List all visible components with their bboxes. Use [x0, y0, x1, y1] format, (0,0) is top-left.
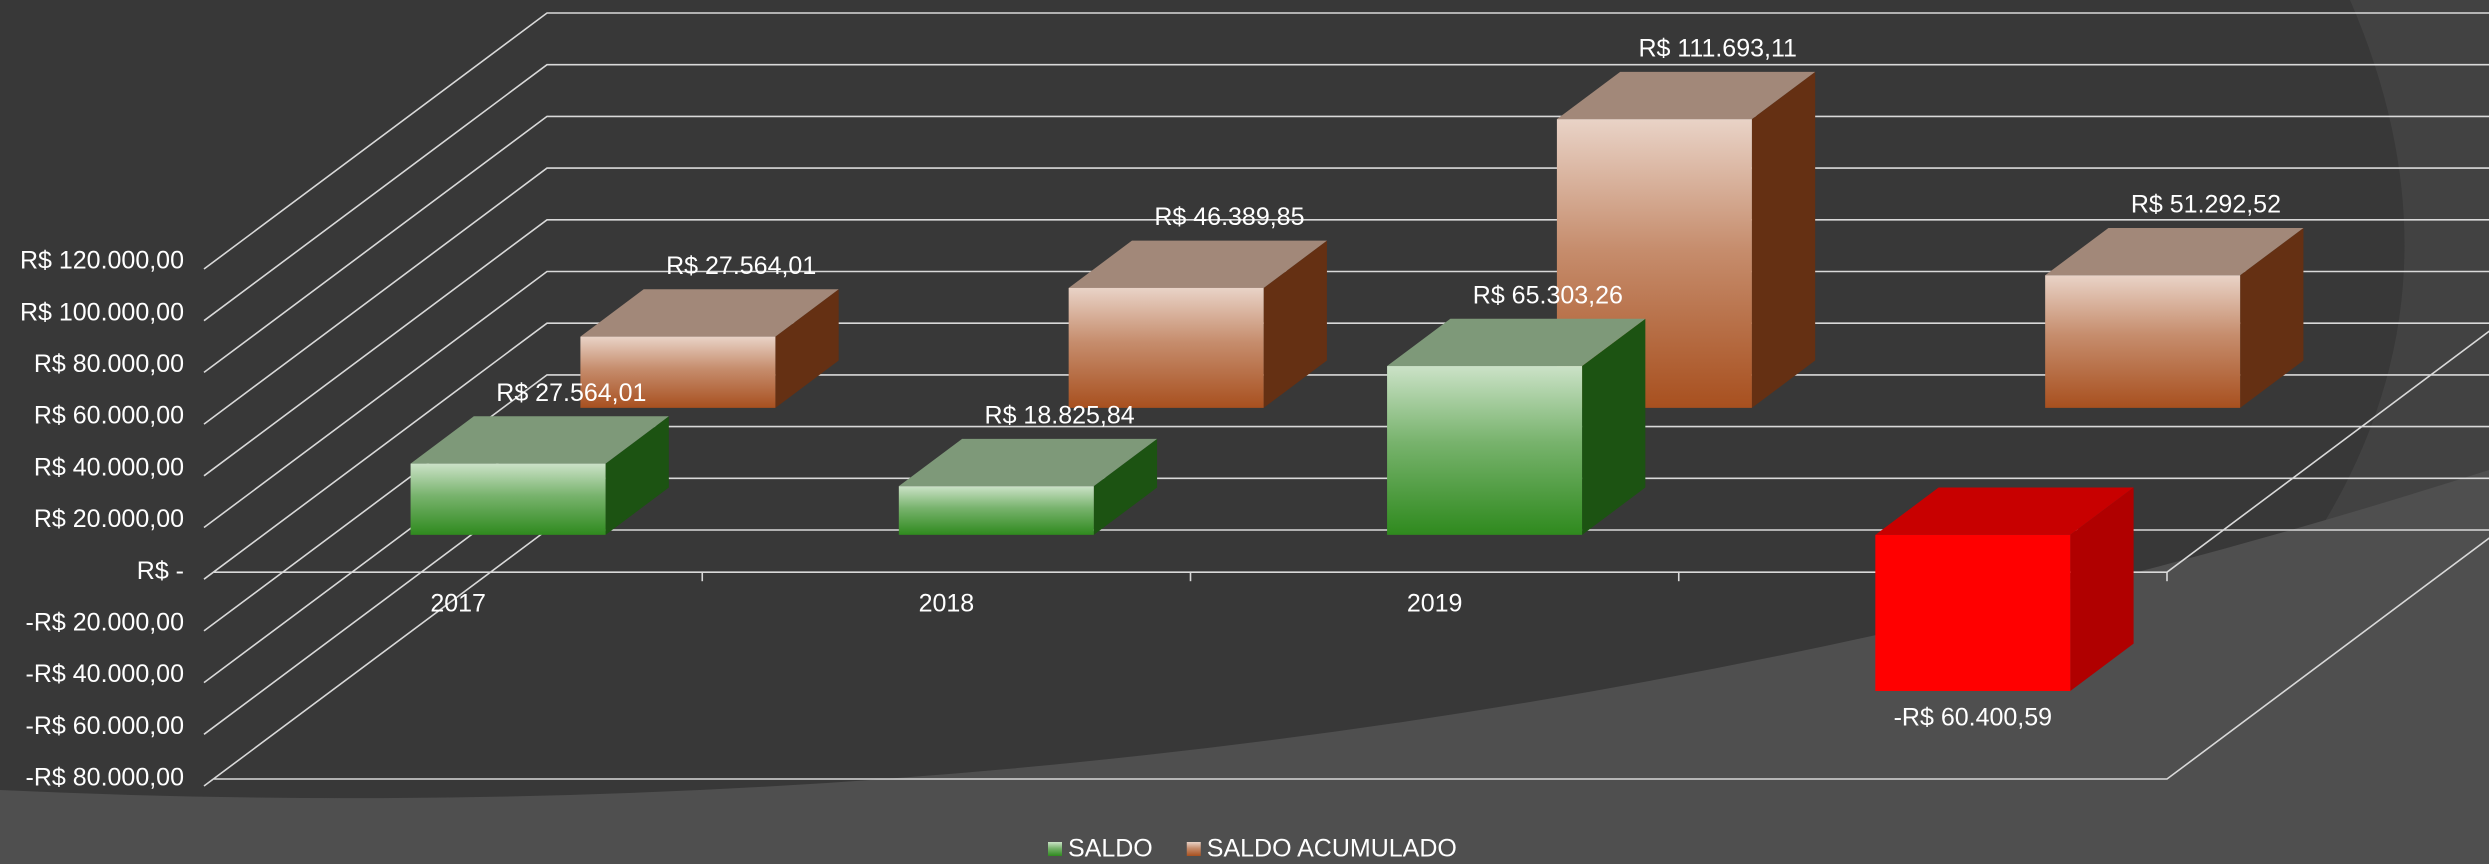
- bar: [580, 289, 839, 408]
- value-label: R$ 51.292,52: [2131, 191, 2281, 219]
- y-tick-label: R$ 60.000,00: [34, 402, 184, 430]
- bar-top: [1875, 487, 2134, 535]
- y-tick-label: -R$ 20.000,00: [26, 609, 184, 637]
- bar-side: [775, 289, 839, 408]
- value-label: R$ 111.693,11: [1638, 34, 1796, 62]
- bar-top: [410, 416, 669, 464]
- bar-front: [898, 486, 1094, 535]
- grid-line: [203, 63, 2489, 322]
- bar-top: [1387, 318, 1646, 367]
- grid-line: [203, 374, 2489, 632]
- bar-side: [1093, 438, 1158, 535]
- bar: [1068, 240, 1327, 408]
- legend-swatch: [1186, 842, 1201, 856]
- value-label: R$ 27.564,01: [496, 379, 646, 407]
- bar-top: [580, 289, 839, 337]
- y-tick-label: R$ 120.000,00: [20, 247, 184, 275]
- grid-line: [203, 167, 2489, 425]
- bar: [2045, 227, 2304, 408]
- legend-label: SALDO ACUMULADO: [1207, 835, 1457, 863]
- y-tick-label: R$ 80.000,00: [34, 350, 184, 378]
- grid-line: [203, 12, 2489, 270]
- bar-top: [2045, 227, 2304, 276]
- background-arc: [2300, 0, 2489, 560]
- bar-side: [2240, 227, 2304, 408]
- value-label: R$ 18.825,84: [985, 401, 1135, 429]
- bar-top: [1068, 240, 1327, 288]
- bar-front: [2045, 275, 2241, 408]
- background-wave: [0, 470, 2489, 864]
- legend-label: SALDO: [1068, 835, 1153, 863]
- bar-front: [1387, 366, 1583, 535]
- legend: SALDO SALDO ACUMULADO: [1048, 835, 1457, 863]
- bar-side: [2070, 487, 2134, 691]
- y-tick-label: -R$ 40.000,00: [26, 660, 184, 688]
- bar-front: [1875, 534, 2071, 691]
- bar-top: [1556, 71, 1816, 120]
- bar: [1875, 487, 2134, 691]
- x-tick-label: 2019: [1407, 590, 1463, 618]
- y-tick-label: R$ -: [137, 557, 184, 585]
- y-tick-label: R$ 20.000,00: [34, 505, 184, 533]
- grid-line: [203, 219, 2489, 477]
- bar: [898, 438, 1158, 535]
- grid-line: [203, 115, 2489, 374]
- x-tick-label: 2017: [430, 590, 486, 618]
- value-label: -R$ 60.400,59: [1894, 704, 2052, 732]
- bar-side: [1751, 71, 1816, 408]
- bar-front: [410, 463, 606, 535]
- legend-swatch: [1048, 842, 1062, 856]
- bar: [1387, 318, 1646, 535]
- x-tick-label: 2018: [919, 590, 975, 618]
- y-tick-label: R$ 40.000,00: [34, 453, 184, 481]
- grid-line: [203, 270, 2489, 529]
- value-label: R$ 46.389,85: [1154, 203, 1304, 231]
- bar: [410, 416, 669, 535]
- y-tick-label: -R$ 80.000,00: [26, 764, 184, 792]
- bar-top: [898, 438, 1158, 487]
- value-label: R$ 27.564,01: [666, 252, 816, 280]
- grid-line: [203, 322, 2489, 580]
- bar-side: [1263, 240, 1327, 408]
- floor-edge: [214, 537, 2489, 780]
- y-tick-label: -R$ 60.000,00: [26, 712, 184, 740]
- y-tick-label: R$ 100.000,00: [20, 298, 184, 326]
- bar-front: [1068, 287, 1264, 408]
- bar-front: [580, 336, 776, 408]
- bar-side: [605, 416, 669, 535]
- value-label: R$ 65.303,26: [1473, 281, 1623, 309]
- bar-side: [1582, 318, 1646, 535]
